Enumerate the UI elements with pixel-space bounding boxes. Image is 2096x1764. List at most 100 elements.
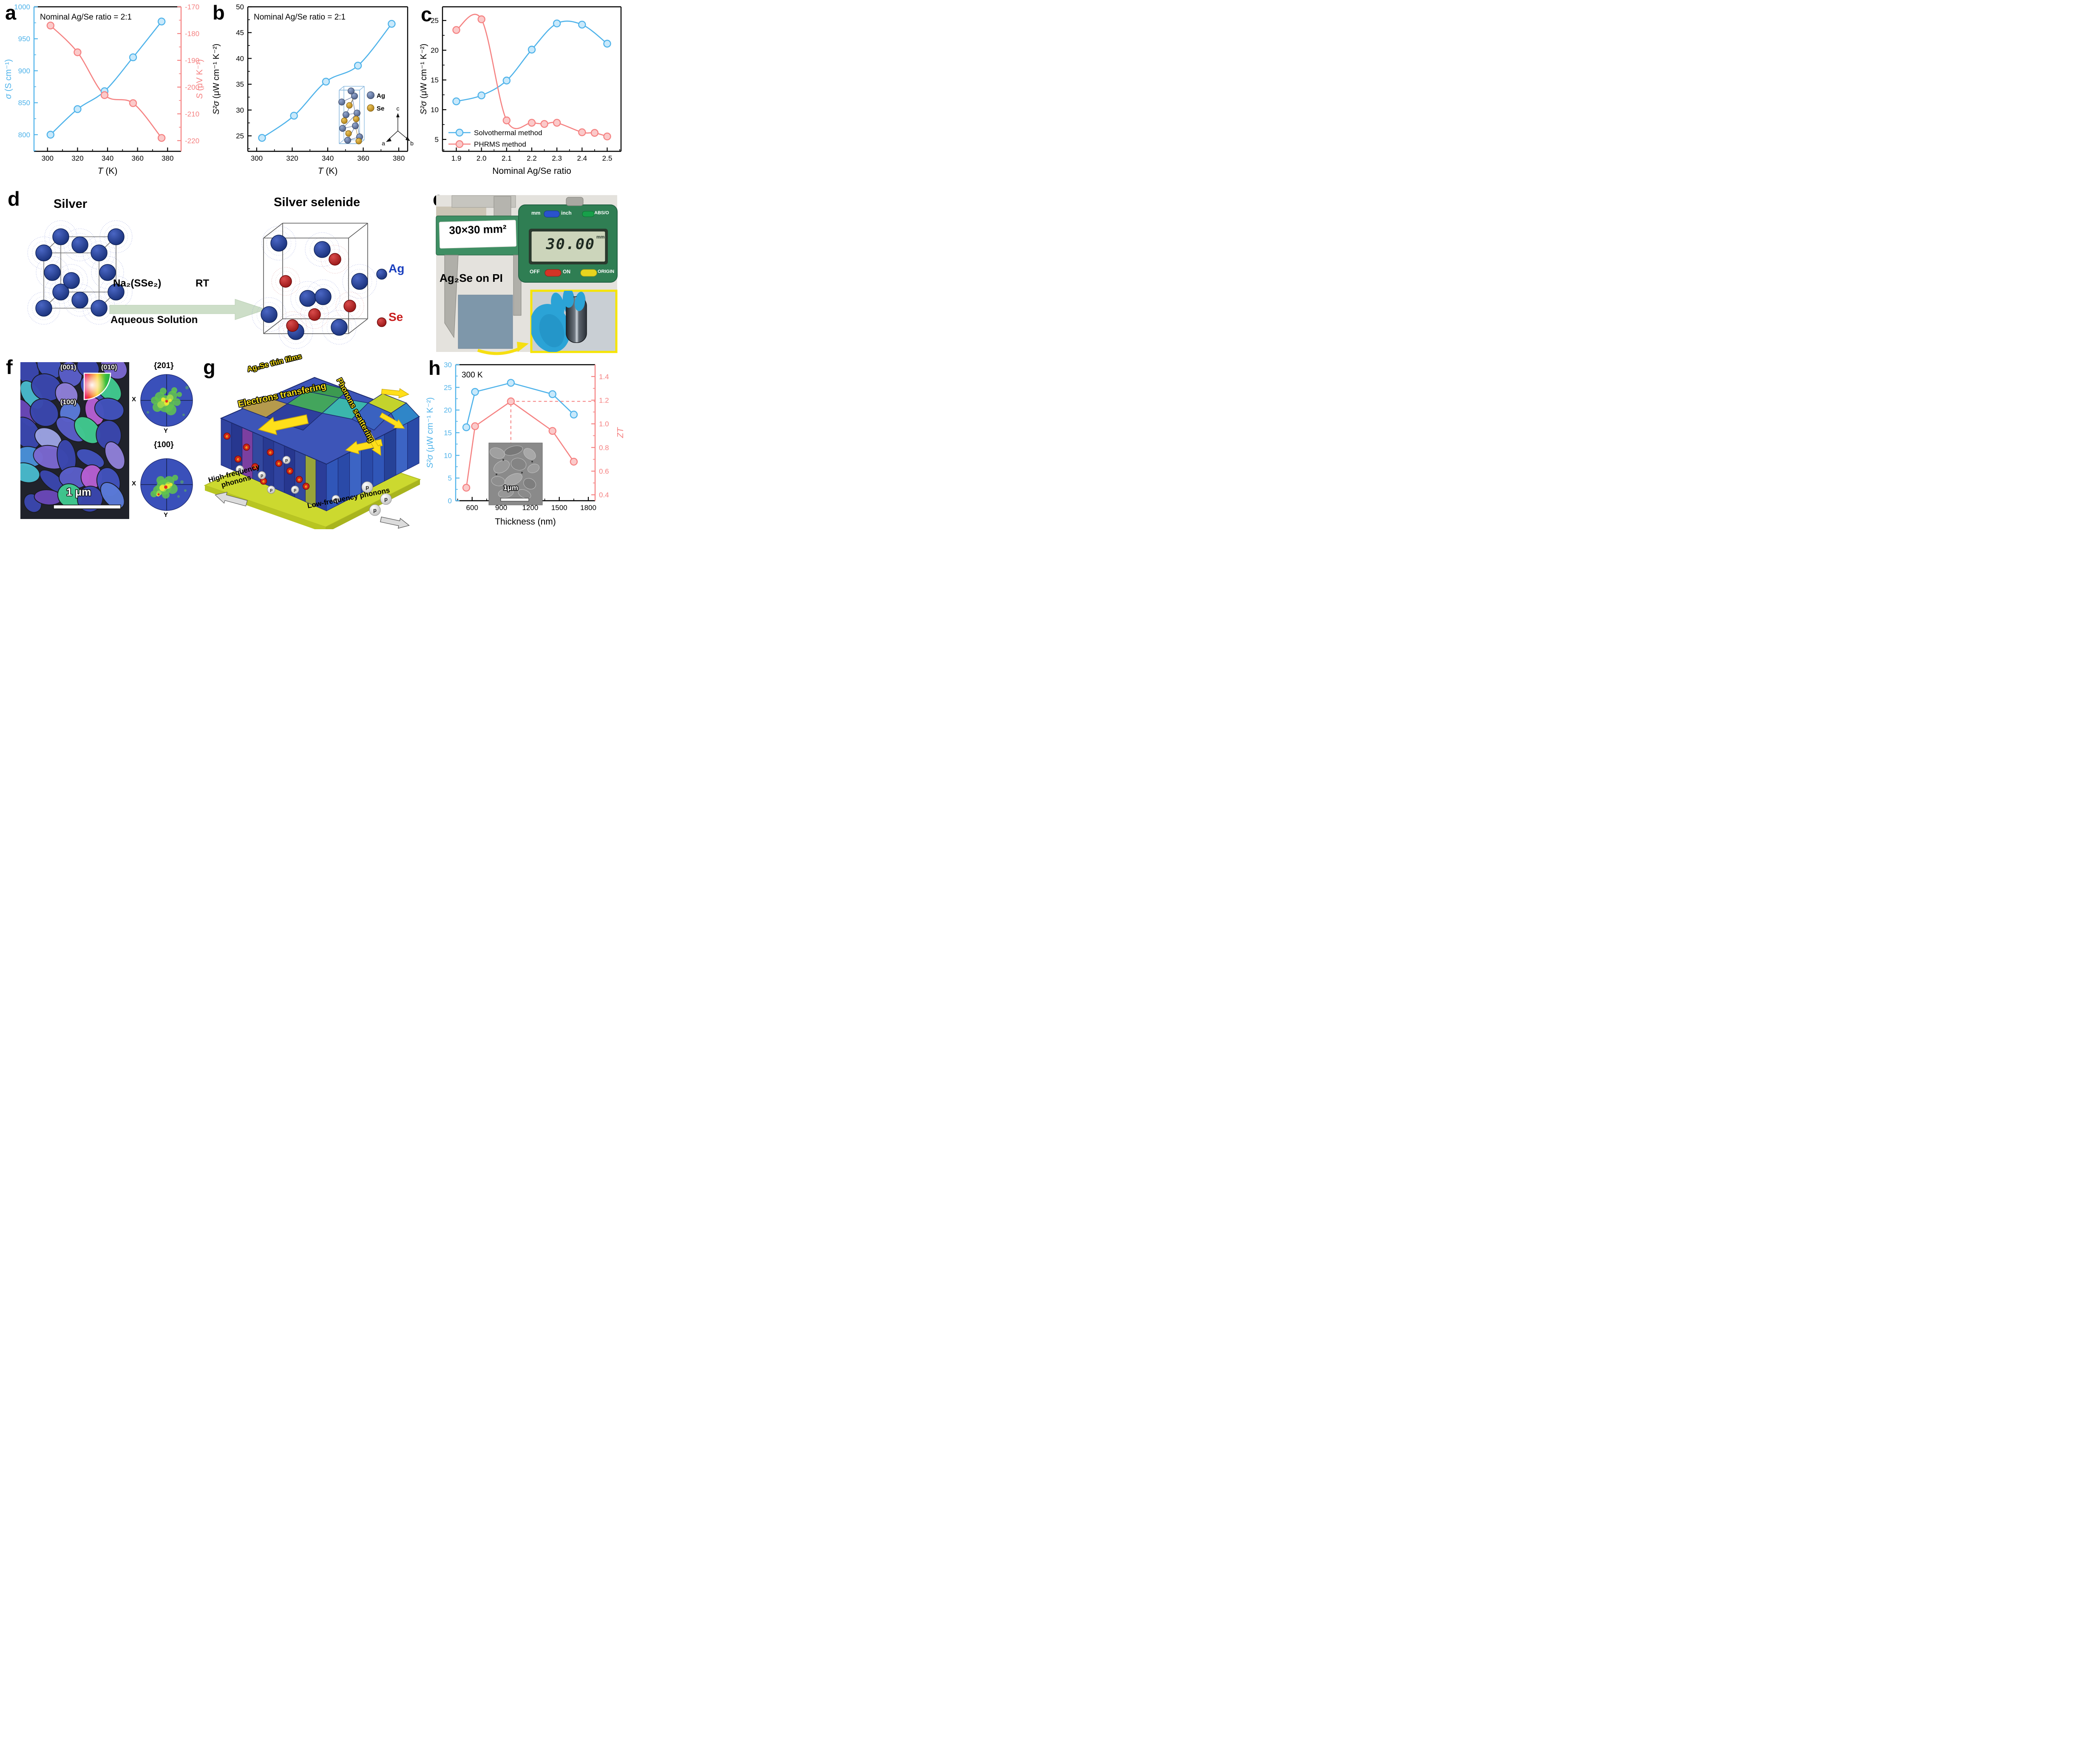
chart-powerfactor-vs-ratio: 1.9 2.0 2.1 2.2 2.3 2.4 2.5 5 10 15 20 25 Nominal Ag… [419,6,622,176]
caliper-lcd-value: 30.00 [546,236,595,253]
panel-f-ebsd: (001) (010) (100) 1 μm {201} {100} X Y X… [3,355,199,529]
svg-text:p: p [285,458,288,463]
svg-text:300: 300 [251,154,263,162]
svg-text:e: e [262,479,265,484]
svg-text:2.2: 2.2 [527,154,537,162]
svg-text:900: 900 [495,504,507,512]
pf2-x-label: X [132,480,136,487]
film-size-label: 30×30 mm² [449,222,507,237]
svg-text:800: 800 [18,131,30,139]
panel-letter-d: d [8,187,20,210]
svg-text:35: 35 [236,80,244,88]
panel-letter-g: g [203,356,216,378]
svg-text:-180: -180 [185,30,199,38]
svg-text:25: 25 [444,383,452,391]
svg-text:T (K): T (K) [98,166,118,176]
panel-letter-h: h [428,357,441,379]
svg-text:e: e [237,457,239,462]
svg-text:40: 40 [236,54,244,62]
svg-text:0: 0 [448,497,452,505]
caliper-inch-label: inch [561,210,572,216]
caliper-mm-label: mm [531,210,541,216]
svg-text:e: e [269,451,272,455]
svg-text:p: p [270,488,272,493]
svg-text:1.4: 1.4 [599,373,609,381]
figure: a b c d e f g h 300320340360380800850900… [0,0,629,529]
svg-text:1.0: 1.0 [599,420,609,428]
unit-cell-art: Ag Se c a b [338,86,414,147]
svg-text:20: 20 [444,406,452,414]
svg-text:1.9: 1.9 [451,154,462,162]
svg-text:1500: 1500 [551,504,567,512]
chart-powerfactor-zt-vs-thickness: 600 900 1200 1500 1800 0 5 10 15 20 25 30 0.4 0.6 0.8 1… [425,361,625,527]
svg-text:c: c [397,105,400,112]
svg-text:S²σ (μW cm⁻¹ K⁻²): S²σ (μW cm⁻¹ K⁻²) [425,397,435,468]
svg-text:1000: 1000 [14,3,30,11]
pf2-y-label: Y [164,511,168,519]
svg-text:-190: -190 [185,57,199,65]
svg-text:T (K): T (K) [318,166,338,176]
svg-text:340: 340 [102,154,113,162]
svg-text:360: 360 [357,154,369,162]
panel-letter-a: a [5,1,17,24]
svg-text:e: e [254,465,256,470]
sem-scalebar-label: 1μm [503,484,518,492]
caliper-abs-label: ABS/O [594,210,609,216]
svg-text:25: 25 [431,17,439,25]
sem-art [488,442,543,505]
svg-text:2.1: 2.1 [502,154,512,162]
svg-text:300 K: 300 K [462,371,483,380]
ipf-010-label: (010) [101,364,117,371]
svg-text:0.6: 0.6 [599,467,609,475]
caliper-on-label: ON [563,269,570,275]
svg-text:a: a [382,140,385,147]
svg-text:-170: -170 [185,3,199,11]
scalebar-label: 1 μm [66,486,91,498]
svg-text:-210: -210 [185,110,199,118]
svg-text:30: 30 [444,361,452,369]
svg-text:e: e [289,469,291,474]
section-divider [13,182,617,184]
legend-ag-label: Ag [389,262,405,275]
svg-text:45: 45 [236,29,244,37]
panel-letter-b: b [213,1,225,24]
svg-text:e: e [278,462,280,466]
svg-text:b: b [410,140,414,147]
reaction-art [27,220,387,349]
svg-text:360: 360 [131,154,143,162]
svg-text:σ (S cm⁻¹): σ (S cm⁻¹) [4,59,13,99]
svg-text:-200: -200 [185,83,199,91]
film-material-label: Ag₂Se on PI [440,272,503,284]
caliper-lcd-unit: mm [596,235,605,240]
svg-text:380: 380 [162,154,173,162]
pf1-x-label: X [132,396,136,403]
svg-text:Thickness (nm): Thickness (nm) [495,517,556,527]
silver-title: Silver [54,197,87,211]
ipf-100-label: (100) [60,399,77,406]
reagent-label: Na₂(SSe₂) [113,278,162,289]
svg-text:320: 320 [71,154,83,162]
svg-text:p: p [238,468,241,472]
svg-text:Nominal Ag/Se ratio = 2:1: Nominal Ag/Se ratio = 2:1 [40,13,132,22]
caliper-origin-label: ORIGIN [598,269,615,274]
svg-text:e: e [226,434,228,439]
svg-text:25: 25 [236,132,244,140]
svg-text:0.8: 0.8 [599,444,609,452]
svg-text:S (μV K⁻¹): S (μV K⁻¹) [195,59,204,99]
svg-text:5: 5 [448,474,452,482]
svg-text:S²σ (μW cm⁻¹ K⁻²): S²σ (μW cm⁻¹ K⁻²) [419,44,428,115]
svg-text:0.4: 0.4 [599,491,609,499]
svg-text:Ag: Ag [377,92,385,99]
svg-text:2.0: 2.0 [476,154,487,162]
svg-text:e: e [245,445,248,450]
svg-text:15: 15 [444,429,452,437]
svg-text:950: 950 [18,35,30,43]
svg-text:320: 320 [286,154,298,162]
svg-text:2.5: 2.5 [602,154,613,162]
svg-text:-220: -220 [185,137,199,145]
svg-text:S²σ (μW cm⁻¹ K⁻²): S²σ (μW cm⁻¹ K⁻²) [212,44,221,115]
sem-inset: 1μm [488,442,543,505]
panel-letter-c: c [421,3,432,26]
svg-text:e: e [298,478,301,482]
